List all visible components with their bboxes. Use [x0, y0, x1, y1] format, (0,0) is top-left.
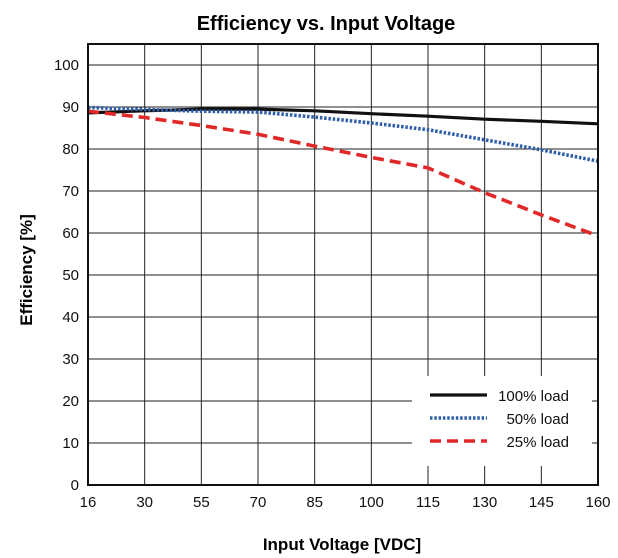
x-tick-label: 115 — [416, 494, 440, 511]
y-tick-label: 0 — [71, 477, 79, 494]
y-tick-label: 80 — [62, 141, 79, 158]
y-axis-ticks: 0 10 20 30 40 50 60 70 80 90 100 — [54, 57, 79, 494]
legend-label: 25% load — [506, 434, 569, 451]
series-line-25-load — [87, 109, 599, 238]
series-line-100-load — [87, 107, 599, 126]
legend-label: 100% load — [498, 388, 569, 405]
x-tick-label: 16 — [80, 494, 97, 511]
series-layer — [87, 105, 599, 238]
x-tick-label: 30 — [136, 494, 153, 511]
x-tick-label: 70 — [250, 494, 267, 511]
x-tick-label: 160 — [585, 494, 610, 511]
y-tick-label: 40 — [62, 309, 79, 326]
chart-title: Efficiency vs. Input Voltage — [197, 13, 456, 35]
series-line-50-load — [87, 105, 599, 163]
x-tick-label: 145 — [529, 494, 554, 511]
x-tick-label: 85 — [306, 494, 323, 511]
legend-label: 50% load — [506, 411, 569, 428]
x-tick-label: 130 — [472, 494, 497, 511]
y-tick-label: 100 — [54, 57, 79, 74]
y-tick-label: 20 — [62, 393, 79, 410]
y-axis-title: Efficiency [%] — [17, 214, 36, 325]
y-tick-label: 70 — [62, 183, 79, 200]
x-axis-ticks: 16 30 55 70 85 100 115 130 145 160 — [80, 494, 611, 511]
legend: 100% load 50% load 25% load — [412, 376, 592, 466]
y-tick-label: 30 — [62, 351, 79, 368]
y-tick-label: 60 — [62, 225, 79, 242]
x-tick-label: 100 — [359, 494, 384, 511]
x-tick-label: 55 — [193, 494, 210, 511]
legend-background — [412, 376, 592, 466]
plot-frame — [87, 43, 599, 486]
y-tick-label: 50 — [62, 267, 79, 284]
x-axis-title: Input Voltage [VDC] — [263, 535, 421, 554]
y-tick-label: 10 — [62, 435, 79, 452]
y-tick-label: 90 — [62, 99, 79, 116]
